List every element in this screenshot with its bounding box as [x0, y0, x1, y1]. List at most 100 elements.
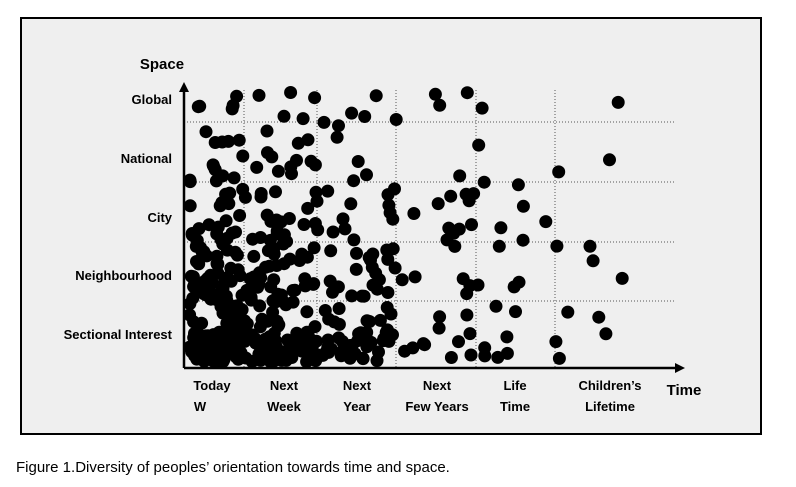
- data-point: [293, 254, 307, 267]
- data-point: [332, 317, 346, 331]
- data-point: [351, 155, 365, 168]
- data-point: [388, 182, 401, 196]
- data-point: [459, 187, 473, 201]
- data-point: [444, 351, 458, 364]
- data-point: [345, 106, 359, 120]
- data-point: [384, 307, 398, 321]
- data-point: [248, 331, 262, 345]
- data-point: [357, 289, 371, 303]
- data-point: [183, 173, 197, 187]
- data-point: [266, 294, 280, 308]
- data-point: [369, 89, 383, 103]
- data-point: [285, 351, 299, 364]
- data-point: [345, 338, 359, 352]
- data-point: [489, 299, 503, 313]
- data-point: [271, 164, 285, 178]
- data-point: [360, 340, 374, 354]
- data-point: [433, 98, 447, 112]
- data-point: [208, 136, 222, 149]
- data-point: [494, 221, 508, 235]
- data-point: [366, 247, 380, 261]
- data-point: [207, 159, 221, 173]
- data-point: [227, 171, 241, 185]
- data-point: [471, 278, 485, 292]
- data-point: [336, 212, 350, 226]
- data-point: [212, 338, 226, 352]
- x-tick-label: Life: [503, 378, 526, 393]
- data-point: [221, 134, 235, 148]
- data-point: [444, 189, 458, 203]
- data-point: [324, 342, 338, 356]
- data-point: [307, 241, 321, 255]
- data-point: [261, 146, 274, 160]
- data-point: [297, 218, 311, 231]
- data-point: [366, 278, 380, 292]
- data-point: [370, 354, 384, 368]
- data-point: [250, 160, 264, 174]
- data-point: [210, 293, 224, 307]
- data-point: [317, 115, 331, 129]
- data-point: [363, 315, 376, 328]
- data-point: [300, 355, 314, 369]
- data-point: [583, 239, 597, 253]
- data-point: [259, 260, 272, 274]
- data-point: [477, 175, 491, 189]
- data-point: [442, 221, 456, 235]
- data-point: [194, 333, 208, 346]
- data-point: [238, 190, 252, 204]
- data-point: [291, 136, 305, 150]
- data-point: [512, 275, 526, 289]
- data-point: [408, 270, 422, 284]
- data-point: [246, 232, 260, 246]
- data-point: [308, 158, 322, 172]
- data-point: [277, 109, 291, 123]
- data-point: [225, 226, 239, 240]
- data-point: [188, 345, 202, 358]
- data-point: [183, 297, 197, 311]
- data-point: [270, 349, 284, 363]
- data-point: [267, 273, 281, 287]
- data-point: [232, 133, 246, 147]
- data-point: [358, 110, 372, 123]
- y-axis-title: Space: [140, 56, 184, 73]
- data-point: [433, 310, 447, 324]
- x-tick-label-sub: Time: [500, 399, 530, 414]
- data-point: [356, 352, 370, 366]
- data-point: [332, 302, 346, 315]
- data-point: [561, 305, 575, 319]
- data-point: [219, 214, 233, 228]
- data-point: [247, 249, 261, 263]
- data-point: [511, 178, 525, 192]
- data-point: [365, 260, 379, 274]
- data-point: [267, 241, 281, 255]
- data-point: [431, 197, 445, 211]
- data-point: [389, 113, 403, 126]
- x-tick-label: Next: [270, 378, 299, 393]
- data-point: [347, 174, 361, 188]
- data-point: [216, 355, 230, 369]
- data-point: [238, 334, 252, 348]
- data-point: [452, 335, 465, 349]
- data-point: [382, 198, 396, 212]
- data-point: [460, 287, 474, 301]
- data-point: [330, 130, 344, 144]
- data-point: [324, 244, 338, 258]
- data-point: [252, 88, 266, 102]
- data-point: [440, 233, 454, 247]
- data-point: [185, 228, 199, 242]
- data-point: [615, 271, 629, 285]
- data-point: [386, 242, 400, 256]
- data-point: [432, 321, 446, 335]
- data-point: [311, 223, 325, 237]
- data-point: [464, 348, 478, 362]
- x-tick-label-sub: Year: [343, 399, 370, 414]
- data-point: [308, 91, 322, 105]
- data-point: [279, 298, 293, 312]
- y-tick-label: Sectional Interest: [64, 327, 173, 342]
- data-point: [381, 252, 395, 266]
- data-point: [349, 262, 363, 276]
- data-point: [239, 351, 253, 365]
- data-point: [460, 308, 474, 322]
- x-tick-label: Next: [343, 378, 372, 393]
- data-point: [388, 261, 402, 275]
